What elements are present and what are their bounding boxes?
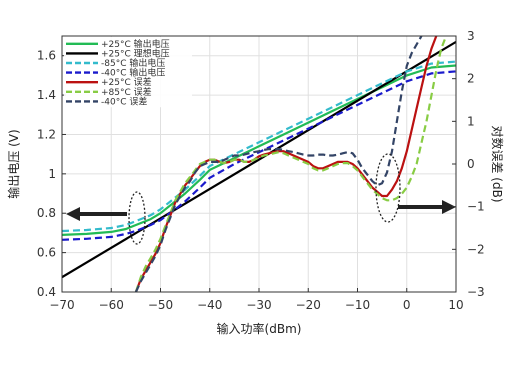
- y-right-tick-label-1: −2: [467, 242, 485, 256]
- legend-label-5: +85°C 误差: [101, 86, 152, 98]
- legend-label-1: +25°C 理想电压: [101, 47, 170, 59]
- right-ellipse: [375, 153, 401, 223]
- axes: −70 −60 −50 −40 −30 −20 −10 0 100.40.60.811.21.4…: [37, 29, 485, 312]
- series-line-4: [134, 36, 438, 292]
- y-right-tick-label-5: 2: [467, 72, 475, 86]
- right-arrow-head: [442, 200, 456, 214]
- y-right-tick-label-2: −1: [467, 200, 485, 214]
- legend-label-2: -85°C 输出电压: [101, 57, 165, 69]
- y-left-tick-label-0: 0.4: [37, 285, 56, 299]
- y-left-tick-label-4: 1.2: [37, 127, 56, 141]
- legend-label-6: -40°C 误差: [101, 95, 147, 107]
- left-ellipse: [128, 191, 146, 245]
- y-right-tick-label-4: 1: [467, 114, 475, 128]
- series-line-2: [62, 60, 456, 233]
- y-left-tick-label-2: 0.8: [37, 206, 56, 220]
- series-line-3: [62, 70, 456, 241]
- y-left-tick-label-3: 1: [48, 167, 56, 181]
- x-tick-label-7: 0: [403, 298, 411, 312]
- x-tick-label-0: −70: [49, 298, 74, 312]
- y-right-tick-label-0: −3: [467, 285, 485, 299]
- x-tick-label-4: −30: [246, 298, 271, 312]
- legend-label-0: +25°C 输出电压: [101, 38, 170, 50]
- series-line-1: [62, 40, 456, 279]
- x-axis-label: 输入功率(dBm): [217, 321, 302, 336]
- y-left-tick-label-6: 1.6: [37, 49, 56, 63]
- x-tick-label-1: −60: [99, 298, 124, 312]
- y-right-tick-label-6: 3: [467, 29, 475, 43]
- x-tick-label-5: −20: [296, 298, 321, 312]
- annotations: [66, 153, 456, 245]
- y-left-tick-label-1: 0.6: [37, 246, 56, 260]
- y-axis-left-label: 输出电压 (V): [6, 129, 21, 198]
- x-tick-label-8: 10: [448, 298, 463, 312]
- left-arrow-head: [66, 207, 80, 221]
- x-tick-label-3: −40: [197, 298, 222, 312]
- legend-label-3: -40°C 输出电压: [101, 67, 165, 79]
- legend: +25°C 输出电压+25°C 理想电压-85°C 输出电压-40°C 输出电压…: [64, 37, 192, 107]
- y-axis-right-label: 对数误差 (dB): [490, 125, 505, 202]
- y-right-tick-label-3: 0: [467, 157, 475, 171]
- series-line-5: [134, 36, 448, 292]
- series-line-6: [134, 36, 423, 292]
- x-tick-label-2: −50: [148, 298, 173, 312]
- y-left-tick-label-5: 1.4: [37, 88, 56, 102]
- x-tick-label-6: −10: [345, 298, 370, 312]
- series-group: [62, 36, 456, 292]
- legend-label-4: +25°C 误差: [101, 76, 152, 88]
